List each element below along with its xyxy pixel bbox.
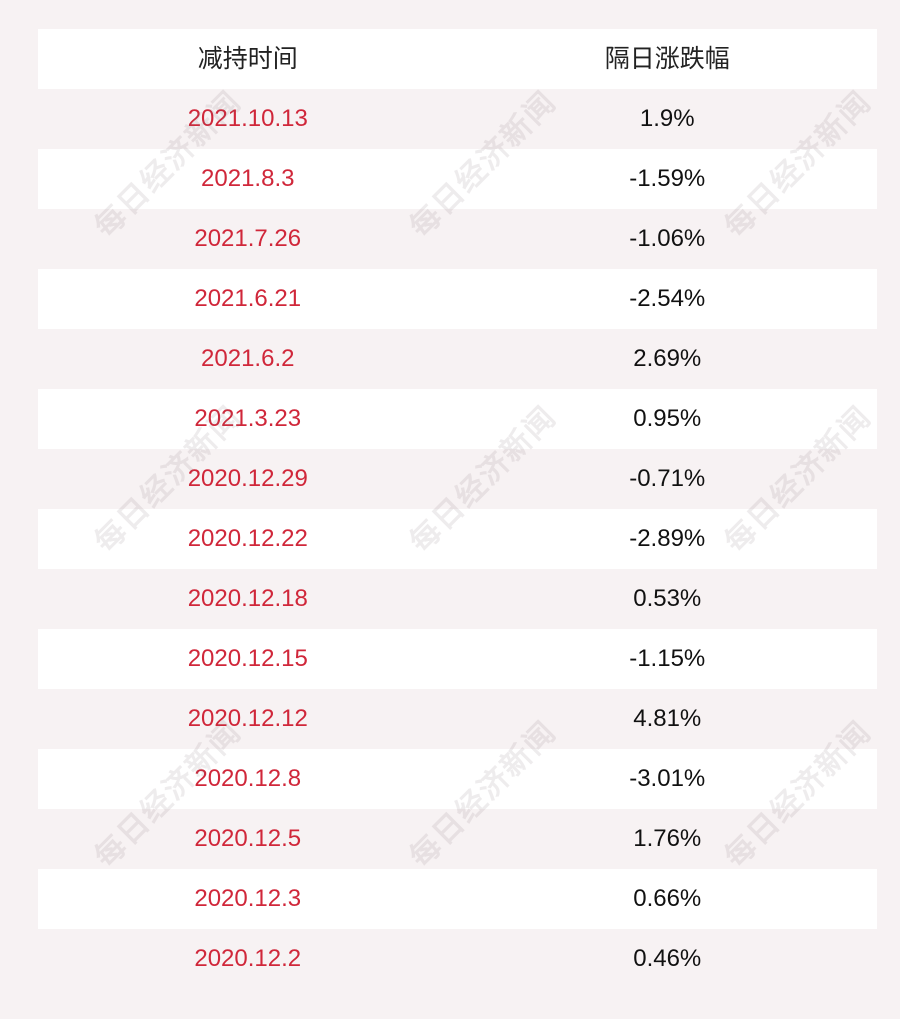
date-cell: 2020.12.12 [187, 705, 308, 732]
table-row: 2020.12.2 0.46% [38, 929, 877, 989]
change-cell: -0.71% [629, 465, 706, 492]
table-row: 2021.7.26 -1.06% [38, 209, 877, 269]
change-cell: 0.66% [633, 885, 702, 912]
date-cell: 2020.12.2 [194, 945, 302, 972]
change-cell: 0.95% [633, 405, 702, 432]
table-row: 2020.12.3 0.66% [38, 869, 877, 929]
date-cell: 2021.8.3 [201, 165, 295, 192]
change-cell: -1.15% [629, 645, 706, 672]
change-cell: 4.81% [633, 705, 702, 732]
date-cell: 2020.12.18 [187, 585, 308, 612]
table-row: 2021.8.3 -1.59% [38, 149, 877, 209]
change-cell: -2.54% [629, 285, 706, 312]
date-cell: 2021.3.23 [194, 405, 302, 432]
table-row: 2021.3.23 0.95% [38, 389, 877, 449]
table-row: 2021.10.13 1.9% [38, 89, 877, 149]
header-date: 减持时间 [197, 45, 298, 73]
date-cell: 2020.12.8 [194, 765, 302, 792]
date-cell: 2020.12.22 [187, 525, 308, 552]
data-table: 减持时间 隔日涨跌幅 2021.10.13 1.9% 2021.8.3 -1.5… [38, 29, 877, 989]
table-row: 2020.12.15 -1.15% [38, 629, 877, 689]
date-cell: 2021.10.13 [187, 105, 308, 132]
table-row: 2021.6.21 -2.54% [38, 269, 877, 329]
change-cell: 1.9% [639, 105, 695, 132]
table-row: 2020.12.22 -2.89% [38, 509, 877, 569]
table-row: 2021.6.2 2.69% [38, 329, 877, 389]
table-row: 2020.12.12 4.81% [38, 689, 877, 749]
table-row: 2020.12.29 -0.71% [38, 449, 877, 509]
change-cell: 0.46% [633, 945, 702, 972]
table-header-row: 减持时间 隔日涨跌幅 [38, 29, 877, 89]
change-cell: -3.01% [629, 765, 706, 792]
table-row: 2020.12.5 1.76% [38, 809, 877, 869]
date-cell: 2020.12.3 [194, 885, 302, 912]
change-cell: -1.06% [629, 225, 706, 252]
date-cell: 2020.12.5 [194, 825, 302, 852]
change-cell: 1.76% [633, 825, 702, 852]
date-cell: 2020.12.15 [187, 645, 308, 672]
date-cell: 2020.12.29 [187, 465, 308, 492]
date-cell: 2021.6.21 [194, 285, 302, 312]
table-row: 2020.12.8 -3.01% [38, 749, 877, 809]
change-cell: -1.59% [629, 165, 706, 192]
change-cell: 0.53% [633, 585, 702, 612]
date-cell: 2021.6.2 [201, 345, 295, 372]
date-cell: 2021.7.26 [194, 225, 302, 252]
change-cell: -2.89% [629, 525, 706, 552]
table-row: 2020.12.18 0.53% [38, 569, 877, 629]
change-cell: 2.69% [633, 345, 702, 372]
header-change: 隔日涨跌幅 [604, 45, 730, 73]
